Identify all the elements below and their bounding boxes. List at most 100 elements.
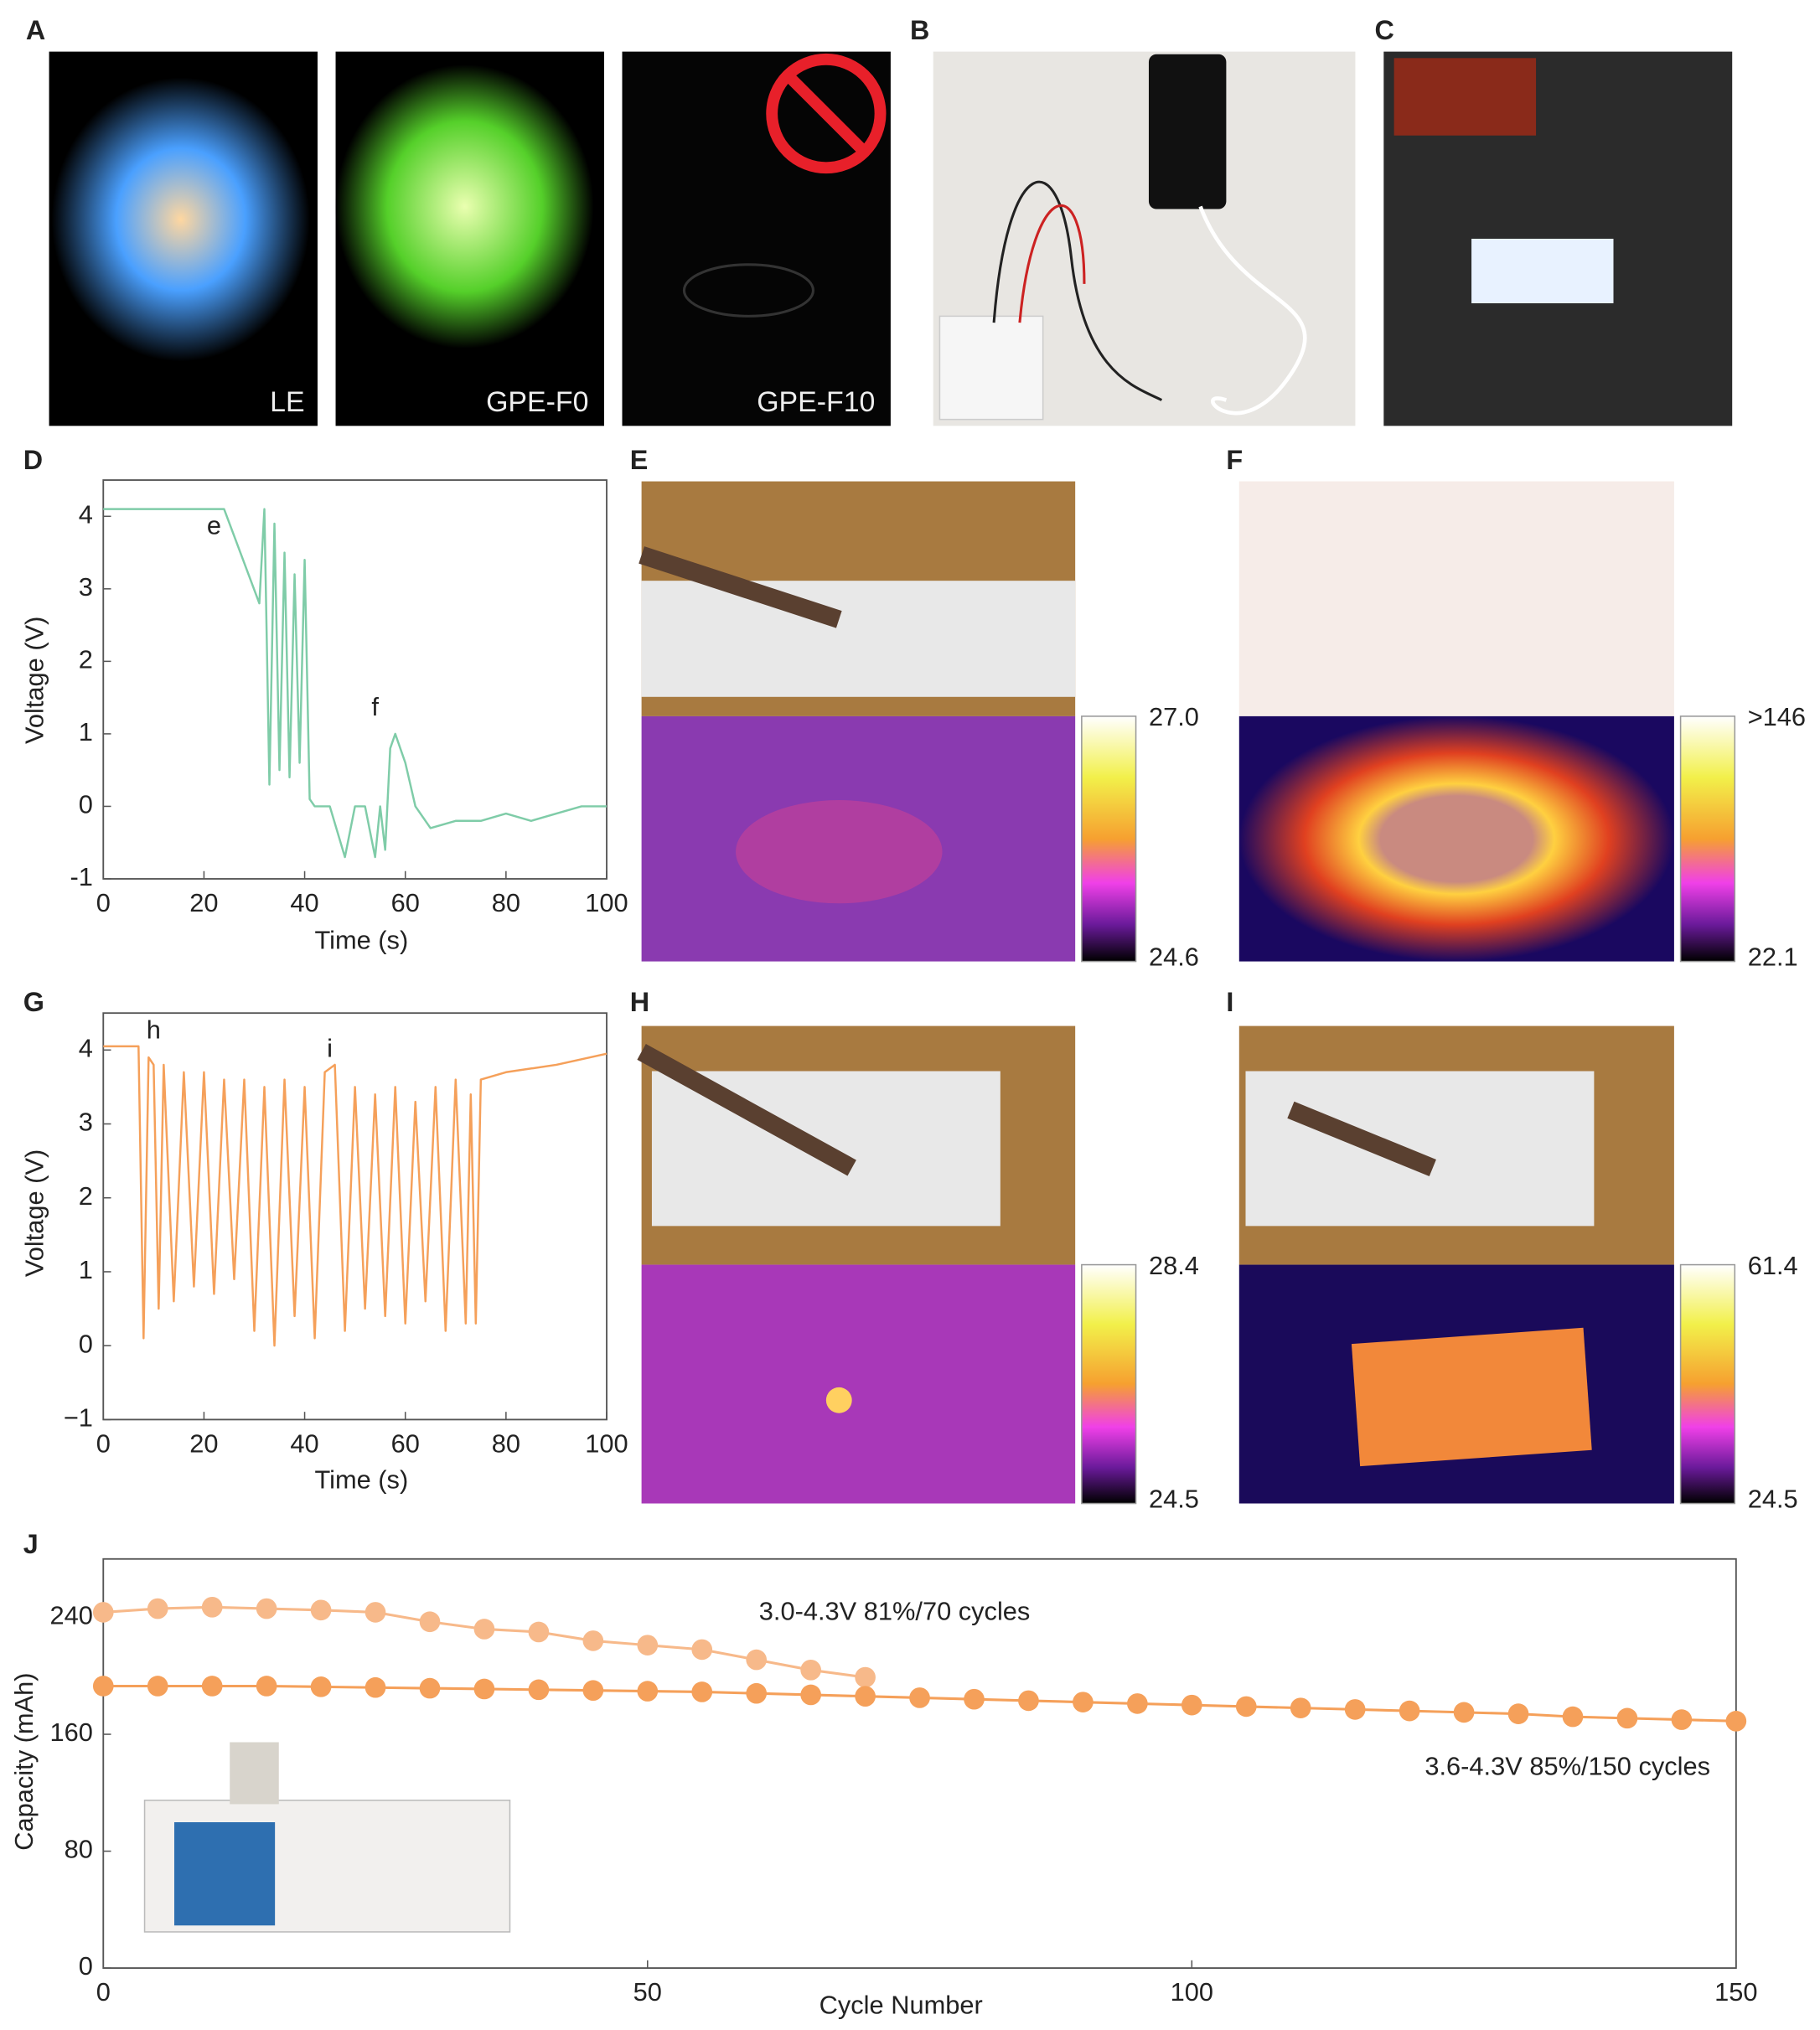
marker [202, 1597, 223, 1618]
y-tick-label: 3 [79, 572, 93, 602]
marker [964, 1689, 985, 1710]
marker [529, 1680, 550, 1701]
marker [365, 1677, 386, 1698]
marker [1508, 1703, 1529, 1724]
marker [1345, 1699, 1366, 1720]
marker [1181, 1695, 1202, 1716]
panel-label: E [630, 445, 649, 475]
image-label: GPE-F0 [486, 386, 588, 418]
hot-spot [736, 800, 942, 903]
panel-label: J [23, 1529, 39, 1559]
pouch-cell [1245, 1072, 1594, 1227]
inset-logo [174, 1822, 275, 1925]
flame [336, 65, 594, 349]
x-tick-label: 0 [96, 1428, 111, 1458]
y-tick-label: 4 [79, 1033, 93, 1062]
x-tick-label: 100 [585, 888, 628, 917]
y-tick-label: 3 [79, 1108, 93, 1137]
marker [583, 1630, 604, 1651]
inset-tab [230, 1742, 279, 1804]
panel-label: F [1226, 445, 1243, 475]
hot-spot [826, 1387, 852, 1413]
plot-frame [103, 1013, 607, 1419]
series-label: 3.0-4.3V 81%/70 cycles [759, 1597, 1031, 1626]
y-tick-label: 160 [50, 1717, 93, 1747]
marker [855, 1667, 876, 1688]
photo [622, 52, 890, 426]
annotation: e [207, 510, 221, 540]
y-tick-label: -1 [70, 862, 93, 891]
y-tick-label: −1 [64, 1403, 93, 1433]
x-tick-label: 50 [633, 1977, 662, 2007]
colorbar-min: 24.6 [1149, 943, 1199, 972]
x-tick-label: 60 [391, 888, 420, 917]
y-axis-label: Voltage (V) [19, 617, 49, 744]
flame [52, 77, 310, 361]
marker [1236, 1697, 1257, 1717]
marker [147, 1676, 168, 1697]
panel-label: B [910, 15, 929, 45]
marker [746, 1650, 767, 1671]
series-line [103, 509, 607, 857]
marker [474, 1619, 495, 1640]
y-tick-label: 0 [79, 790, 93, 819]
marker [1399, 1701, 1420, 1722]
colorbar [1082, 716, 1136, 962]
y-tick-label: 240 [50, 1601, 93, 1630]
figure: ABCDEFGHIJLEGPE-F0GPE-F1027.024.6>14622.… [0, 0, 1820, 2030]
marker [93, 1676, 114, 1697]
x-axis-label: Cycle Number [820, 1990, 983, 2019]
x-tick-label: 80 [492, 1428, 520, 1458]
x-tick-label: 0 [96, 1977, 111, 2007]
marker [746, 1683, 767, 1704]
phone [1149, 54, 1226, 209]
panel-label: D [23, 445, 43, 475]
x-tick-label: 20 [189, 1428, 218, 1458]
marker [637, 1681, 658, 1702]
marker [1617, 1708, 1638, 1729]
marker [691, 1681, 712, 1702]
marker [800, 1660, 821, 1681]
marker [311, 1676, 332, 1697]
x-tick-label: 150 [1714, 1977, 1757, 2007]
marker [1073, 1692, 1094, 1712]
x-tick-label: 100 [585, 1428, 628, 1458]
colorbar [1681, 1265, 1735, 1504]
y-tick-label: 1 [79, 1255, 93, 1284]
glove [1394, 58, 1536, 135]
x-tick-label: 0 [96, 888, 111, 917]
colorbar-min: 24.5 [1149, 1485, 1199, 1514]
marker [420, 1678, 441, 1699]
panel-label: C [1375, 15, 1394, 45]
panel-label: G [23, 987, 44, 1017]
x-tick-label: 40 [290, 888, 318, 917]
colorbar-max: 28.4 [1149, 1251, 1199, 1280]
thermal-image [642, 1265, 1076, 1504]
x-tick-label: 40 [290, 1428, 318, 1458]
y-tick-label: 1 [79, 717, 93, 746]
marker [147, 1599, 168, 1619]
marker [1672, 1709, 1693, 1730]
y-tick-label: 2 [79, 645, 93, 674]
marker [691, 1640, 712, 1661]
panel-label: I [1226, 987, 1233, 1017]
y-tick-label: 0 [79, 1951, 93, 1981]
y-axis-label: Voltage (V) [19, 1149, 49, 1277]
marker [365, 1602, 386, 1623]
marker [256, 1676, 277, 1697]
marker [909, 1687, 930, 1708]
image-label: GPE-F10 [757, 386, 875, 418]
y-tick-label: 80 [65, 1835, 93, 1864]
marker [1127, 1693, 1148, 1714]
marker [1726, 1711, 1747, 1732]
series-label: 3.6-4.3V 85%/150 cycles [1424, 1751, 1710, 1780]
y-tick-label: 4 [79, 499, 93, 529]
y-tick-label: 2 [79, 1181, 93, 1211]
marker [474, 1679, 495, 1700]
x-tick-label: 60 [391, 1428, 420, 1458]
image-label: LE [270, 386, 304, 418]
battery [939, 316, 1042, 419]
hot-cell [1352, 1328, 1592, 1466]
thermal-image [1239, 716, 1674, 962]
marker [420, 1611, 441, 1632]
